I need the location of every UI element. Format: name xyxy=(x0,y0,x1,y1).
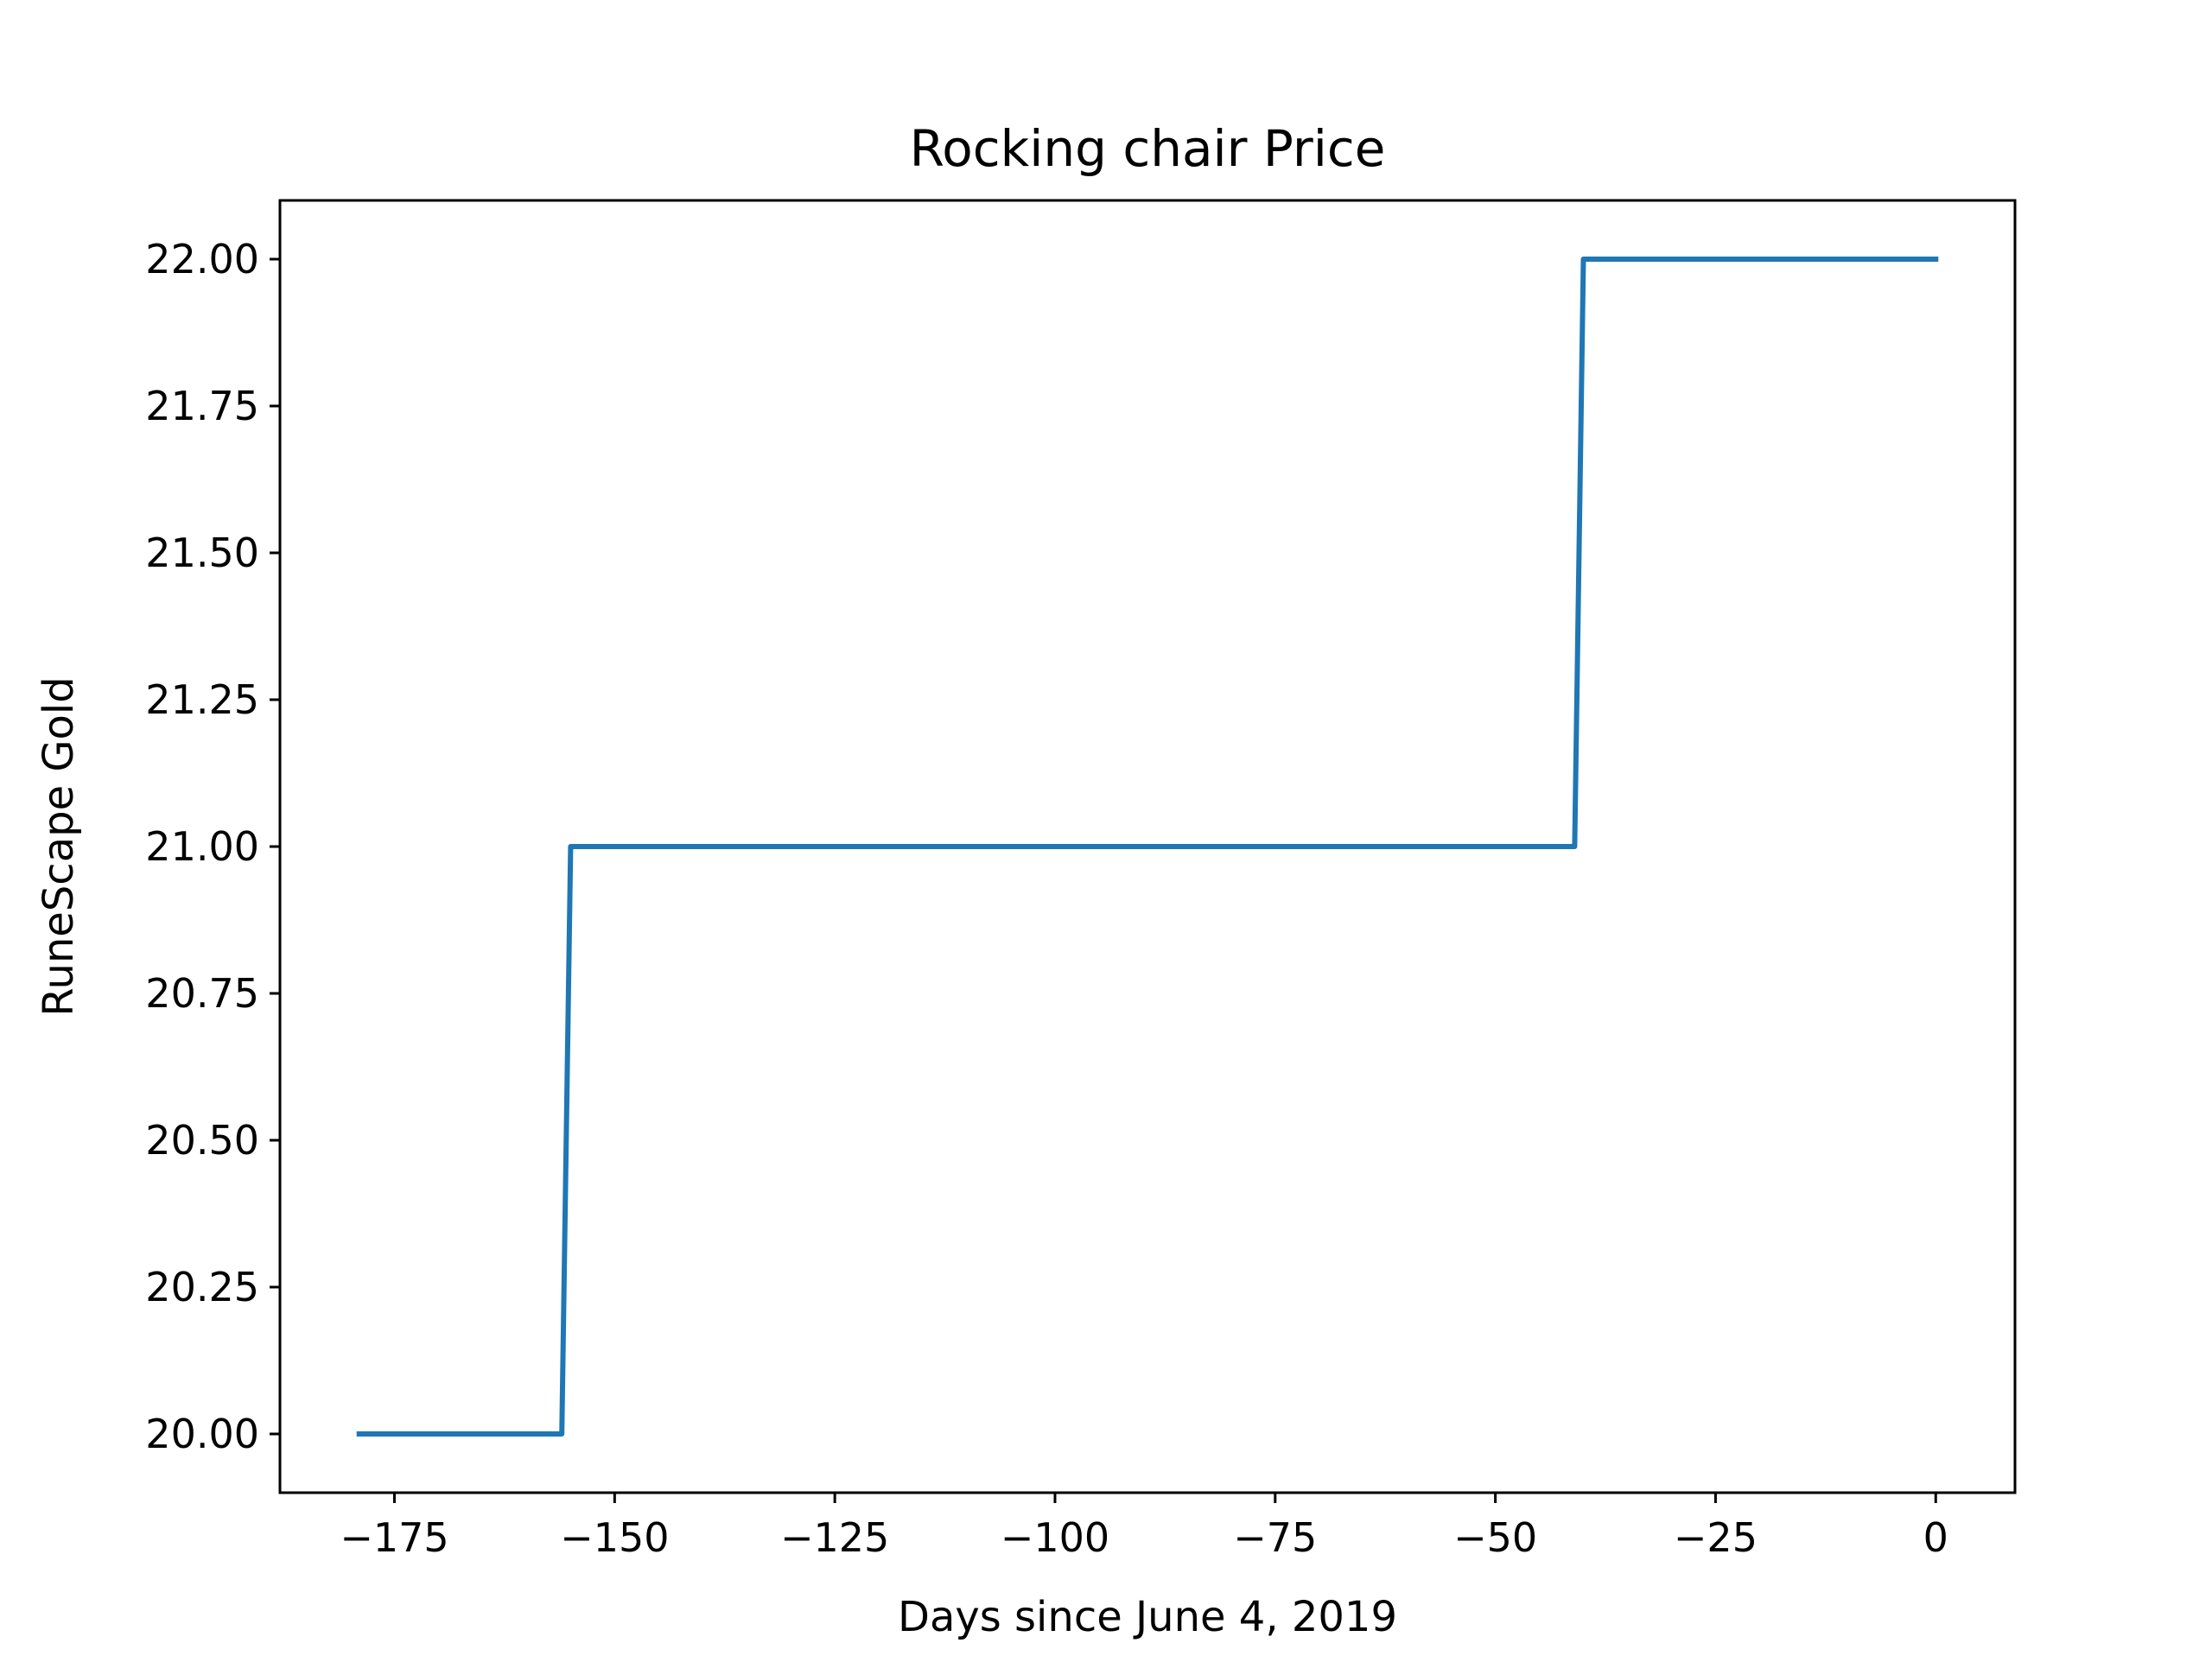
y-tick-label: 21.75 xyxy=(145,383,259,429)
x-axis-label: Days since June 4, 2019 xyxy=(898,1593,1397,1641)
y-tick-label: 20.75 xyxy=(145,970,259,1017)
x-tick-label: −50 xyxy=(1453,1514,1537,1561)
y-tick-label: 20.50 xyxy=(145,1117,259,1164)
y-axis-label: RuneScape Gold xyxy=(35,676,83,1016)
y-tick-label: 20.25 xyxy=(145,1264,259,1310)
x-tick-label: −150 xyxy=(560,1514,669,1561)
x-tick-label: −175 xyxy=(340,1514,448,1561)
series-line xyxy=(356,257,1939,1437)
x-tick-label: −75 xyxy=(1233,1514,1317,1561)
y-axis-ticks: 20.00 20.25 20.50 20.75 21.00 21.25 21.50 21.75… xyxy=(145,236,280,1457)
x-tick-label: −100 xyxy=(1001,1514,1109,1561)
y-tick-label: 20.00 xyxy=(145,1411,259,1457)
x-tick-label: −25 xyxy=(1674,1514,1758,1561)
y-tick-label: 21.00 xyxy=(145,823,259,870)
x-tick-label: −125 xyxy=(780,1514,889,1561)
x-tick-label: 0 xyxy=(1923,1514,1948,1561)
chart-title: Rocking chair Price xyxy=(910,119,1386,178)
plot-area xyxy=(278,199,2017,1494)
y-tick-label: 22.00 xyxy=(145,236,259,282)
y-tick-label: 21.50 xyxy=(145,530,259,576)
y-tick-label: 21.25 xyxy=(145,676,259,723)
x-axis-ticks: −175 −150 −125 −100 −75 −50 −25 0 xyxy=(340,1493,1948,1561)
